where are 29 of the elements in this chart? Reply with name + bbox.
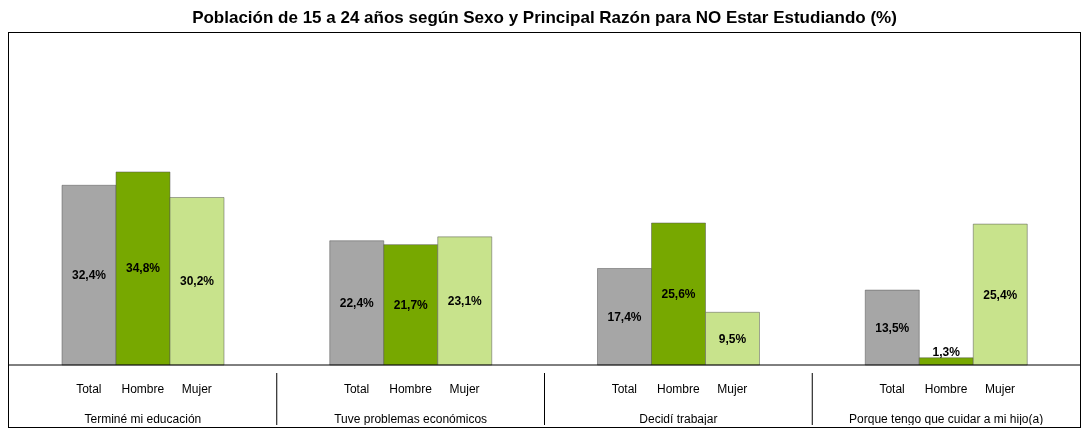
x-tick-label: Terminé mi educación (84, 412, 202, 426)
text: Hombre (924, 382, 968, 396)
text: Hombre (389, 382, 432, 396)
data-label: 23,1% (447, 293, 483, 308)
data-label: 34,8% (125, 261, 161, 276)
text: Hombre (657, 382, 700, 396)
data-label: 17,4% (607, 309, 642, 324)
data-label: 30,2% (179, 274, 215, 289)
data-label: 13,5% (875, 320, 910, 335)
text: Mujer (717, 382, 748, 396)
data-label: 25,6% (661, 287, 696, 301)
text: Total (343, 382, 370, 396)
series-label: Mujer (181, 382, 212, 396)
chart-title: Población de 15 a 24 años según Sexo y Principal Razón para NO Estar Estudiando (%) (191, 8, 898, 29)
text: Mujer (985, 382, 1016, 396)
data-label: 32,4% (71, 268, 107, 283)
text: Total (611, 382, 638, 396)
text: Mujer (449, 382, 480, 396)
x-tick-label: Tuve problemas económicos (334, 412, 488, 426)
text: Total (879, 382, 905, 396)
data-label: 9,5% (718, 331, 747, 346)
x-tick-label: Porque tengo que cuidar a mi hijo(a) (849, 412, 1044, 426)
data-label: 22,4% (339, 295, 375, 310)
x-tick-label: Decidí trabajar (639, 412, 718, 426)
series-label: Total (76, 382, 102, 396)
data-label: 25,4% (983, 287, 1018, 302)
series-label: Hombre (121, 382, 165, 396)
data-label: 21,7% (393, 297, 429, 312)
data-label: 1,3% (932, 344, 961, 359)
